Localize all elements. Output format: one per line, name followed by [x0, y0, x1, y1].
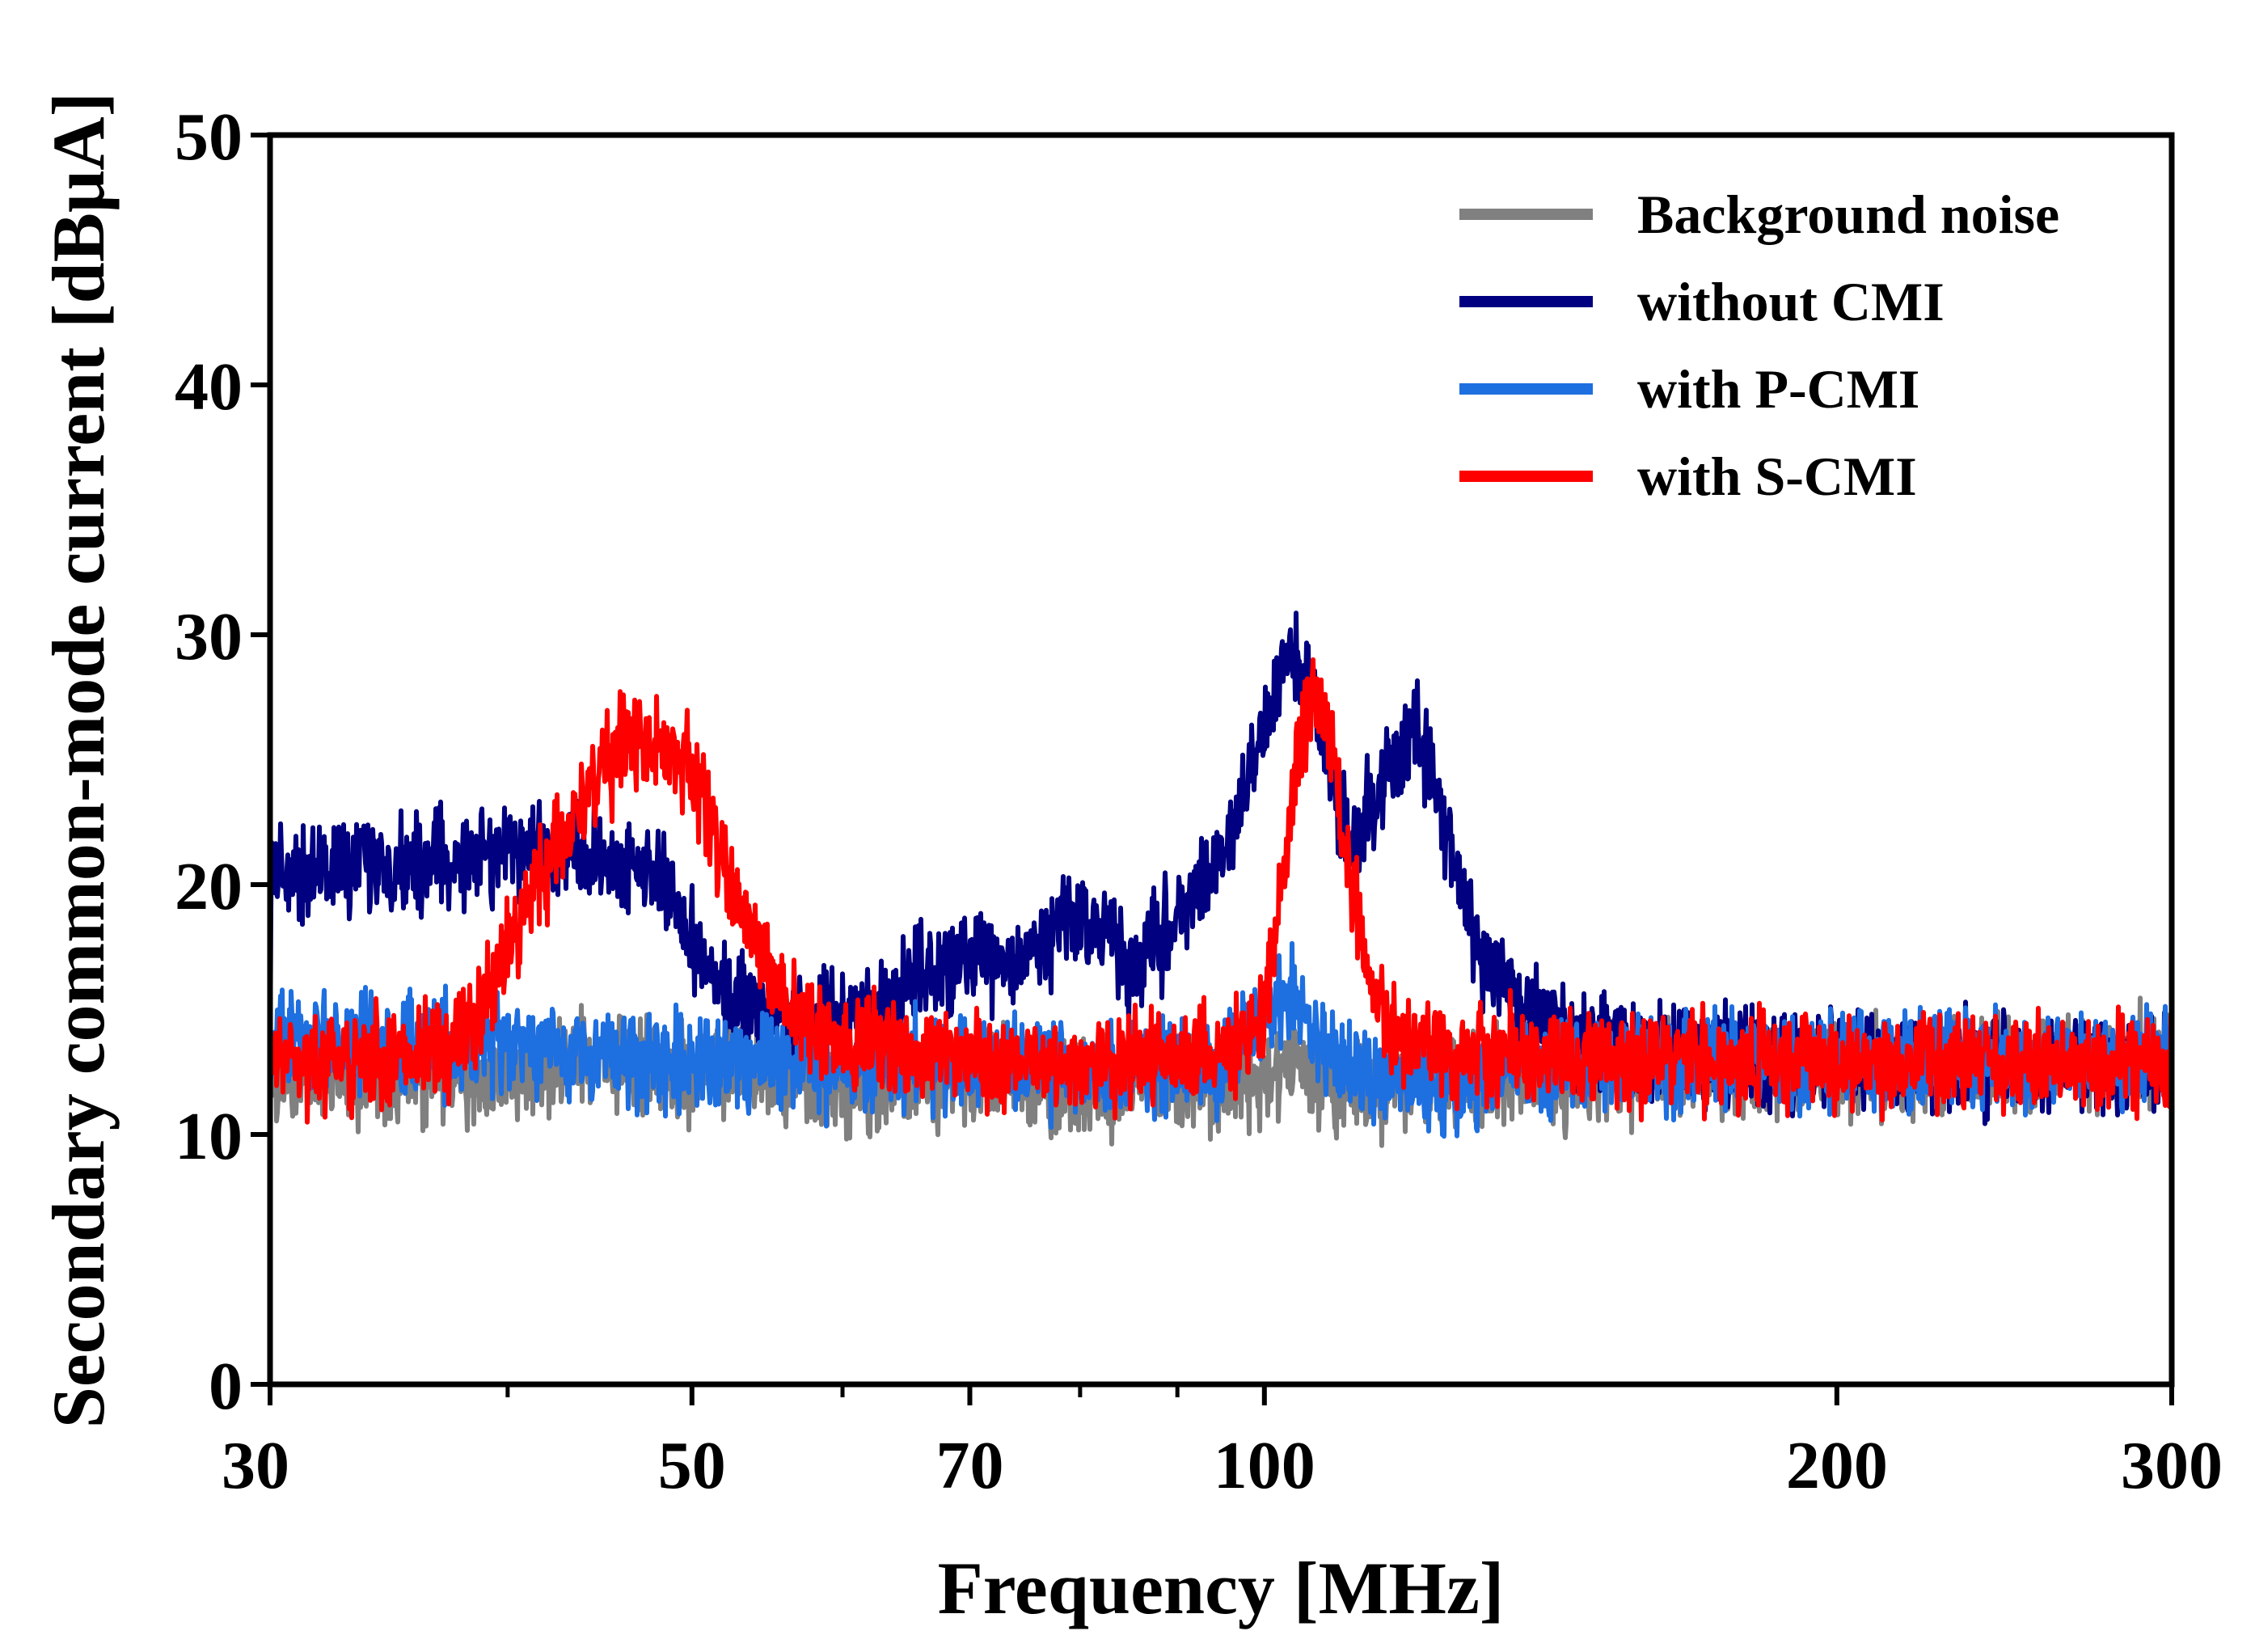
legend-label: without CMI	[1637, 271, 1945, 332]
x-tick-label: 200	[1786, 1428, 1888, 1503]
series-line-3	[270, 657, 2172, 1125]
x-tick-label: 300	[2121, 1428, 2223, 1503]
tick-layer: 0 10 20 30 40 50 30 50 70 100 200 300	[175, 99, 2223, 1503]
plot-frame	[267, 132, 2175, 1388]
legend: Background noise without CMI with P-CMI wit…	[1459, 184, 2059, 507]
x-tick-label: 100	[1214, 1428, 1315, 1503]
x-tick-label: 50	[658, 1428, 726, 1503]
legend-label: with P-CMI	[1637, 358, 1919, 420]
y-axis-title: Secondary common-mode current [dBμA]	[37, 92, 120, 1429]
y-tick-label: 20	[175, 849, 243, 924]
series-layer	[270, 611, 2172, 1148]
legend-label: with S-CMI	[1637, 446, 1917, 507]
y-tick-label: 10	[175, 1099, 243, 1174]
x-tick-label: 70	[935, 1428, 1003, 1503]
y-tick-label: 50	[175, 99, 243, 175]
y-tick-label: 0	[209, 1349, 243, 1424]
x-tick-label: 30	[222, 1428, 289, 1503]
x-axis-title: Frequency [MHz]	[938, 1547, 1505, 1629]
y-tick-label: 40	[175, 349, 243, 425]
legend-label: Background noise	[1637, 184, 2059, 245]
y-tick-label: 30	[175, 599, 243, 674]
